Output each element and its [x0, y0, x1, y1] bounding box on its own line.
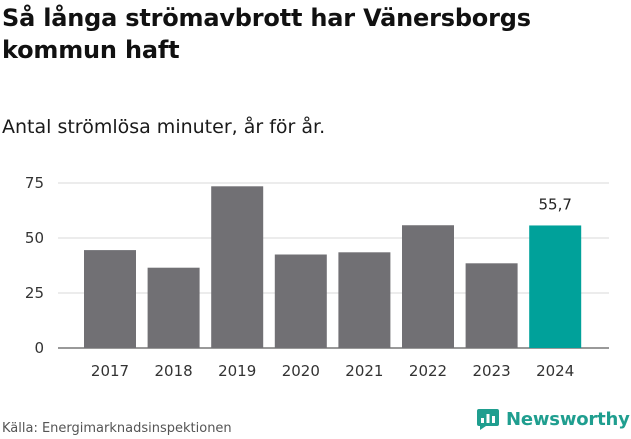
- x-tick-label: 2017: [91, 362, 129, 380]
- y-tick-label: 25: [25, 284, 44, 302]
- x-tick-label: 2020: [282, 362, 320, 380]
- x-tick-label: 2023: [473, 362, 511, 380]
- brand-name: Newsworthy: [506, 408, 630, 430]
- x-tick-label: 2022: [409, 362, 447, 380]
- bar-2024: [529, 225, 582, 348]
- bar-2017: [84, 250, 136, 348]
- newsworthy-logo-icon: [477, 409, 499, 430]
- bar-2019: [211, 186, 264, 348]
- source-note: Källa: Energimarknadsinspektionen: [2, 421, 232, 436]
- axis-labels: 0 25 50 75 2017 2018 2019 2020 2021 2022 2023 2024 5…: [25, 174, 574, 380]
- chart-title: Så långa strömavbrott har Vänersborgs ko…: [2, 4, 531, 64]
- bars: [84, 186, 582, 348]
- bar-2023: [465, 263, 518, 348]
- brand-logo: Newsworthy: [476, 407, 630, 431]
- bar-2018: [147, 267, 200, 348]
- y-tick-label: 0: [34, 339, 44, 357]
- x-tick-label: 2019: [218, 362, 256, 380]
- bar-chart: 0 25 50 75 2017 2018 2019 2020 2021 2022 2023 2024 5…: [25, 174, 609, 380]
- x-tick-label: 2018: [155, 362, 193, 380]
- y-tick-label: 75: [25, 174, 44, 192]
- data-label: 55,7: [538, 195, 571, 213]
- x-tick-label: 2021: [345, 362, 383, 380]
- chart-subtitle: Antal strömlösa minuter, år för år.: [2, 116, 326, 138]
- x-tick-label: 2024: [536, 362, 574, 380]
- bar-2021: [338, 252, 391, 348]
- y-tick-label: 50: [25, 229, 44, 247]
- bar-2022: [402, 225, 454, 348]
- bar-2020: [274, 254, 327, 348]
- gridlines: [58, 182, 609, 349]
